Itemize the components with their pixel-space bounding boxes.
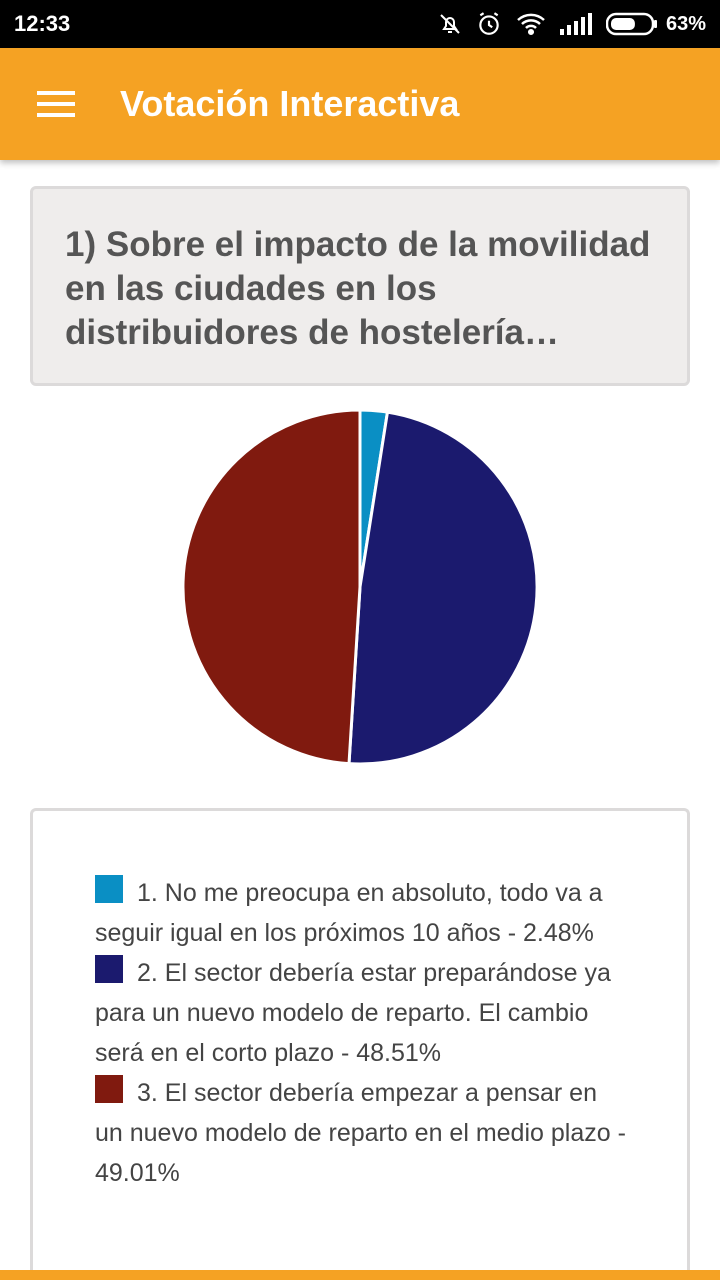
legend-item-1: 1. No me preocupa en absoluto, todo va a… <box>95 873 627 953</box>
question-text: 1) Sobre el impacto de la movilidad en l… <box>65 225 651 352</box>
legend-label-2: 2. El sector debería estar preparándose … <box>95 959 611 1067</box>
legend-label-3: 3. El sector debería empezar a pensar en… <box>95 1079 626 1187</box>
alarm-icon <box>476 11 502 37</box>
app-title: Votación Interactiva <box>120 83 460 124</box>
pie-slice-2 <box>347 410 539 766</box>
legend-swatch-2 <box>95 955 123 983</box>
pie-slice-3 <box>181 408 362 766</box>
status-icons: 63% <box>438 11 706 37</box>
question-card: 1) Sobre el impacto de la movilidad en l… <box>30 186 690 386</box>
status-bar: 12:33 <box>0 0 720 48</box>
menu-icon <box>37 91 75 117</box>
pie-chart <box>180 407 540 767</box>
menu-button[interactable] <box>0 48 112 160</box>
battery: 63% <box>605 12 706 36</box>
battery-percent: 63% <box>665 12 706 35</box>
legend-card: 1. No me preocupa en absoluto, todo va a… <box>30 808 690 1280</box>
legend-swatch-3 <box>95 1075 123 1103</box>
mute-icon <box>438 12 462 36</box>
status-time: 12:33 <box>14 11 71 36</box>
legend-item-2: 2. El sector debería estar preparándose … <box>95 953 627 1073</box>
legend-label-1: 1. No me preocupa en absoluto, todo va a… <box>95 879 603 947</box>
signal-icon <box>559 13 592 35</box>
app-bar: Votación Interactiva <box>0 48 720 160</box>
legend-item-3: 3. El sector debería empezar a pensar en… <box>95 1073 627 1193</box>
bottom-strip <box>0 1270 720 1280</box>
legend-swatch-1 <box>95 875 123 903</box>
battery-icon <box>605 12 657 36</box>
wifi-icon <box>516 12 546 36</box>
